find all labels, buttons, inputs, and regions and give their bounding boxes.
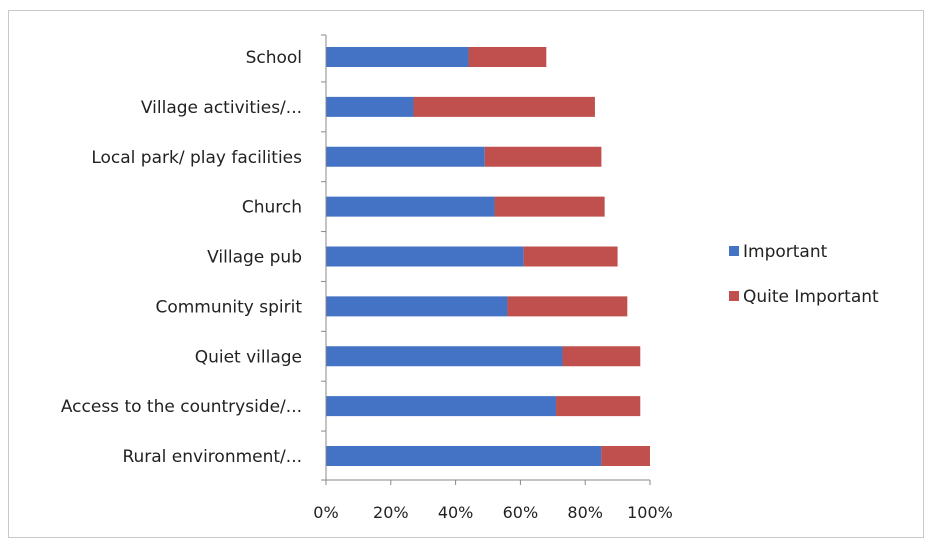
bar-quite-important [524,247,618,267]
bar-important [326,446,601,466]
category-label: Village pub [207,248,302,268]
category-label: Local park/ play facilities [91,148,302,168]
legend: Important Quite Important [729,242,879,307]
x-tick-label: 20% [373,503,409,522]
bar-important [326,296,507,316]
category-label: Community spirit [155,297,302,317]
bar-important [326,97,413,117]
bar-quite-important [469,47,547,67]
category-label: Village activities/... [141,98,302,118]
category-labels: School Village activities/... Local park/ … [61,48,302,467]
x-tick-label: 40% [438,503,474,522]
x-tick-label: 60% [503,503,539,522]
bar-quite-important [485,147,602,167]
category-label: Rural environment/... [122,447,302,467]
bar-quite-important [601,446,650,466]
bar-quite-important [563,346,641,366]
x-tick-labels: 0% 20% 40% 60% 80% 100% [313,503,673,522]
bar-important [326,346,563,366]
bar-important [326,197,494,217]
x-tick-label: 80% [567,503,603,522]
bar-quite-important [494,197,604,217]
x-tick-label: 0% [313,503,338,522]
bar-important [326,247,524,267]
bars-group [326,47,650,466]
bar-quite-important [556,396,640,416]
legend-label: Important [743,242,828,262]
category-label: Access to the countryside/... [61,397,302,417]
bar-quite-important [507,296,627,316]
legend-swatch [729,246,739,256]
bar-important [326,147,485,167]
category-label: Church [242,198,302,218]
x-tick-label: 100% [627,503,673,522]
category-label: Quiet village [195,347,302,367]
legend-label: Quite Important [743,287,879,307]
bar-important [326,396,556,416]
bar-quite-important [413,97,594,117]
category-label: School [246,48,302,68]
bar-important [326,47,469,67]
legend-swatch [729,291,739,301]
